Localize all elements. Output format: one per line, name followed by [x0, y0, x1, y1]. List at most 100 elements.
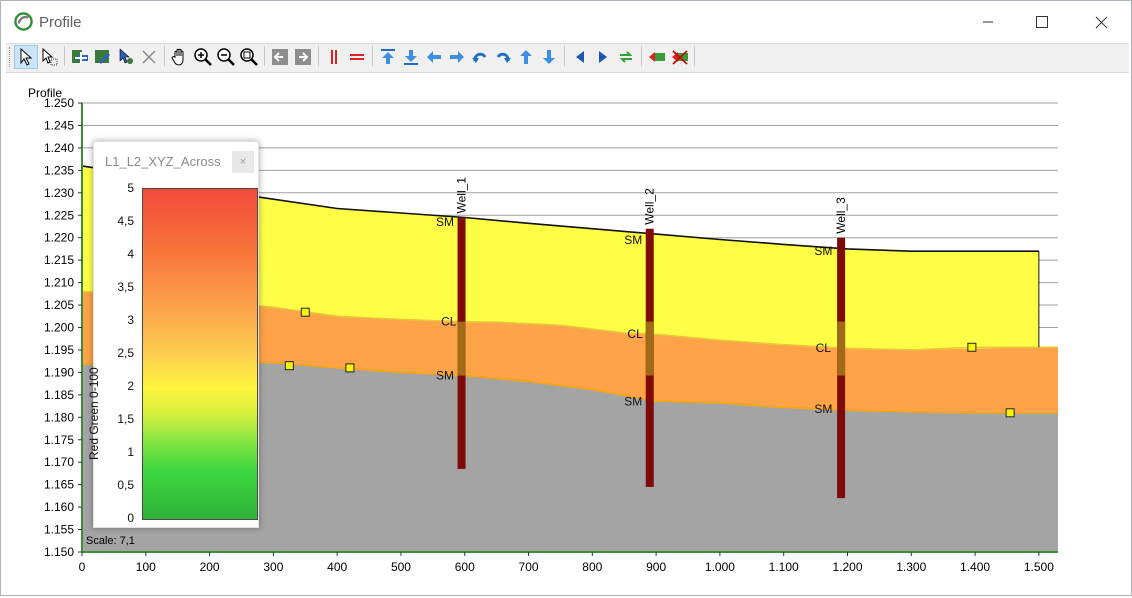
layer-label: SM	[436, 369, 454, 383]
move-left-icon	[272, 49, 288, 65]
hide-layer-icon	[672, 50, 688, 65]
x-tick-label: 1.400	[960, 560, 990, 574]
layer-label: SM	[814, 402, 832, 416]
zoom-out-icon	[217, 48, 235, 66]
delete-button[interactable]	[138, 46, 160, 68]
x-tick-label: 900	[646, 560, 666, 574]
y-tick-label: 1.180	[44, 410, 74, 424]
y-tick-label: 1.170	[44, 455, 74, 469]
layer-label: SM	[624, 395, 642, 409]
horizontal-scale-button[interactable]	[346, 46, 368, 68]
settings-section-button[interactable]	[115, 46, 137, 68]
legend-tick-label: 1,5	[117, 412, 134, 426]
contact-upper	[81, 290, 1058, 351]
control-point-marker[interactable]	[967, 342, 977, 352]
legend-tick-label: 4	[127, 247, 134, 261]
toolbar	[6, 43, 1129, 73]
move-top-icon	[381, 49, 395, 64]
layer-label: CL	[627, 327, 643, 341]
legend-tick-label: 1	[127, 445, 134, 459]
x-tick-label: 300	[263, 560, 283, 574]
legend-tick-label: 2	[127, 379, 134, 393]
legend-tick-label: 4,5	[117, 214, 134, 228]
vertical-scale-button[interactable]	[323, 46, 345, 68]
profile-chart[interactable]: Well_1 Well_2 Well_3SMCLSMSMCLSMSMCLSM1.25…	[6, 73, 1129, 593]
arrow-right-icon	[450, 51, 464, 63]
zoom-out-button[interactable]	[215, 46, 237, 68]
pan-hand-button[interactable]	[169, 46, 191, 68]
redo-icon	[496, 52, 511, 63]
undo-button[interactable]	[469, 46, 491, 68]
close-button[interactable]	[1078, 1, 1124, 43]
y-tick-label: 1.155	[44, 523, 74, 537]
well-label: Well_2	[643, 188, 657, 225]
x-tick-label: 1.000	[705, 560, 735, 574]
layer-label: SM	[624, 233, 642, 247]
x-tick-label: 800	[582, 560, 602, 574]
move-right-button[interactable]	[292, 46, 314, 68]
toolbar-grip[interactable]	[9, 47, 12, 67]
toolbar-separator	[164, 46, 165, 66]
add-section-icon	[72, 50, 88, 64]
zoom-in-button[interactable]	[192, 46, 214, 68]
toolbar-separator	[564, 46, 565, 66]
toolbar-end	[694, 46, 695, 66]
horizontal-scale-icon	[350, 54, 364, 60]
layer-top[interactable]	[82, 165, 1039, 350]
edit-section-button[interactable]	[92, 46, 114, 68]
refresh-button[interactable]	[615, 46, 637, 68]
control-point-marker[interactable]	[345, 363, 355, 373]
move-bottom-button[interactable]	[400, 46, 422, 68]
y-tick-label: 1.245	[44, 118, 74, 132]
layer-middle[interactable]	[82, 291, 1058, 413]
minimize-button[interactable]	[965, 1, 1011, 43]
y-tick-label: 1.200	[44, 321, 74, 335]
y-tick-label: 1.205	[44, 298, 74, 312]
x-tick-label: 200	[200, 560, 220, 574]
control-point-marker[interactable]	[1005, 408, 1015, 418]
y-axis-title: Profile	[28, 86, 62, 100]
arrow-left-button[interactable]	[423, 46, 445, 68]
previous-button[interactable]	[569, 46, 591, 68]
title-bar: Profile	[1, 1, 1131, 43]
well-cl-segment	[645, 321, 654, 376]
arrow-down-button[interactable]	[538, 46, 560, 68]
legend-panel[interactable]: L1_L2_XYZ_Across × 5 4,5 4 3,5 3 2,5 2 1,5 1 0,5 0…	[87, 141, 259, 528]
hide-layer-button[interactable]	[669, 46, 691, 68]
layer-bottom[interactable]	[82, 362, 1058, 553]
next-button[interactable]	[592, 46, 614, 68]
select-arrow-icon	[20, 47, 33, 66]
move-left-button[interactable]	[269, 46, 291, 68]
arrow-right-button[interactable]	[446, 46, 468, 68]
zoom-extent-button[interactable]	[238, 46, 260, 68]
move-top-button[interactable]	[377, 46, 399, 68]
redo-button[interactable]	[492, 46, 514, 68]
select-extra-button[interactable]	[38, 46, 60, 68]
well-cl-segment	[837, 321, 846, 376]
y-tick-label: 1.160	[44, 500, 74, 514]
toolbar-separator	[64, 46, 65, 66]
close-icon	[1095, 16, 1107, 28]
previous-icon	[576, 51, 584, 63]
legend-title: L1_L2_XYZ_Across	[105, 154, 221, 169]
y-tick-label: 1.165	[44, 478, 74, 492]
maximize-button[interactable]	[1019, 1, 1065, 43]
pan-hand-icon	[171, 48, 184, 66]
x-tick-label: 1.300	[896, 560, 926, 574]
legend-close-button[interactable]: ×	[232, 151, 254, 173]
y-tick-label: 1.195	[44, 343, 74, 357]
scale-label: Scale: 7,1	[86, 535, 135, 547]
y-tick-label: 1.230	[44, 186, 74, 200]
add-section-button[interactable]	[69, 46, 91, 68]
show-layer-button[interactable]	[646, 46, 668, 68]
control-point-marker[interactable]	[300, 307, 310, 317]
arrow-up-button[interactable]	[515, 46, 537, 68]
control-point-marker[interactable]	[284, 361, 294, 371]
select-arrow-button[interactable]	[14, 45, 38, 69]
x-tick-label: 0	[79, 560, 86, 574]
layer-label: SM	[814, 244, 832, 258]
toolbar-separator	[264, 46, 265, 66]
y-tick-label: 1.210	[44, 276, 74, 290]
profile-plot-area[interactable]: Well_1 Well_2 Well_3 SM CL SM SM CL SM SM CL SM 1.25…	[6, 73, 1129, 593]
